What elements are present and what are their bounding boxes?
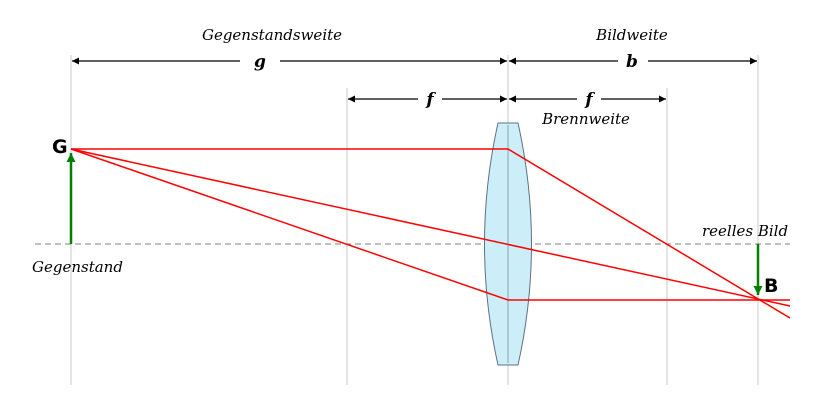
ray-center [70,148,791,307]
image-distance-symbol: b [626,52,638,72]
light-rays [70,148,791,319]
object-letter: G [52,136,68,158]
object-distance-symbol: g [254,52,266,72]
object-distance-label: Gegenstandsweite [202,26,342,44]
ray-focal [70,148,790,301]
object-caption: Gegenstand [32,258,123,276]
focal-length-label: Brennweite [541,110,630,128]
ray-parallel [71,148,791,319]
image-caption: reelles Bild [702,222,788,240]
image-distance-label: Bildweite [595,26,668,44]
image-letter: B [764,275,778,297]
focal-symbol-left: f [425,90,436,110]
focal-symbol-right: f [584,90,595,110]
